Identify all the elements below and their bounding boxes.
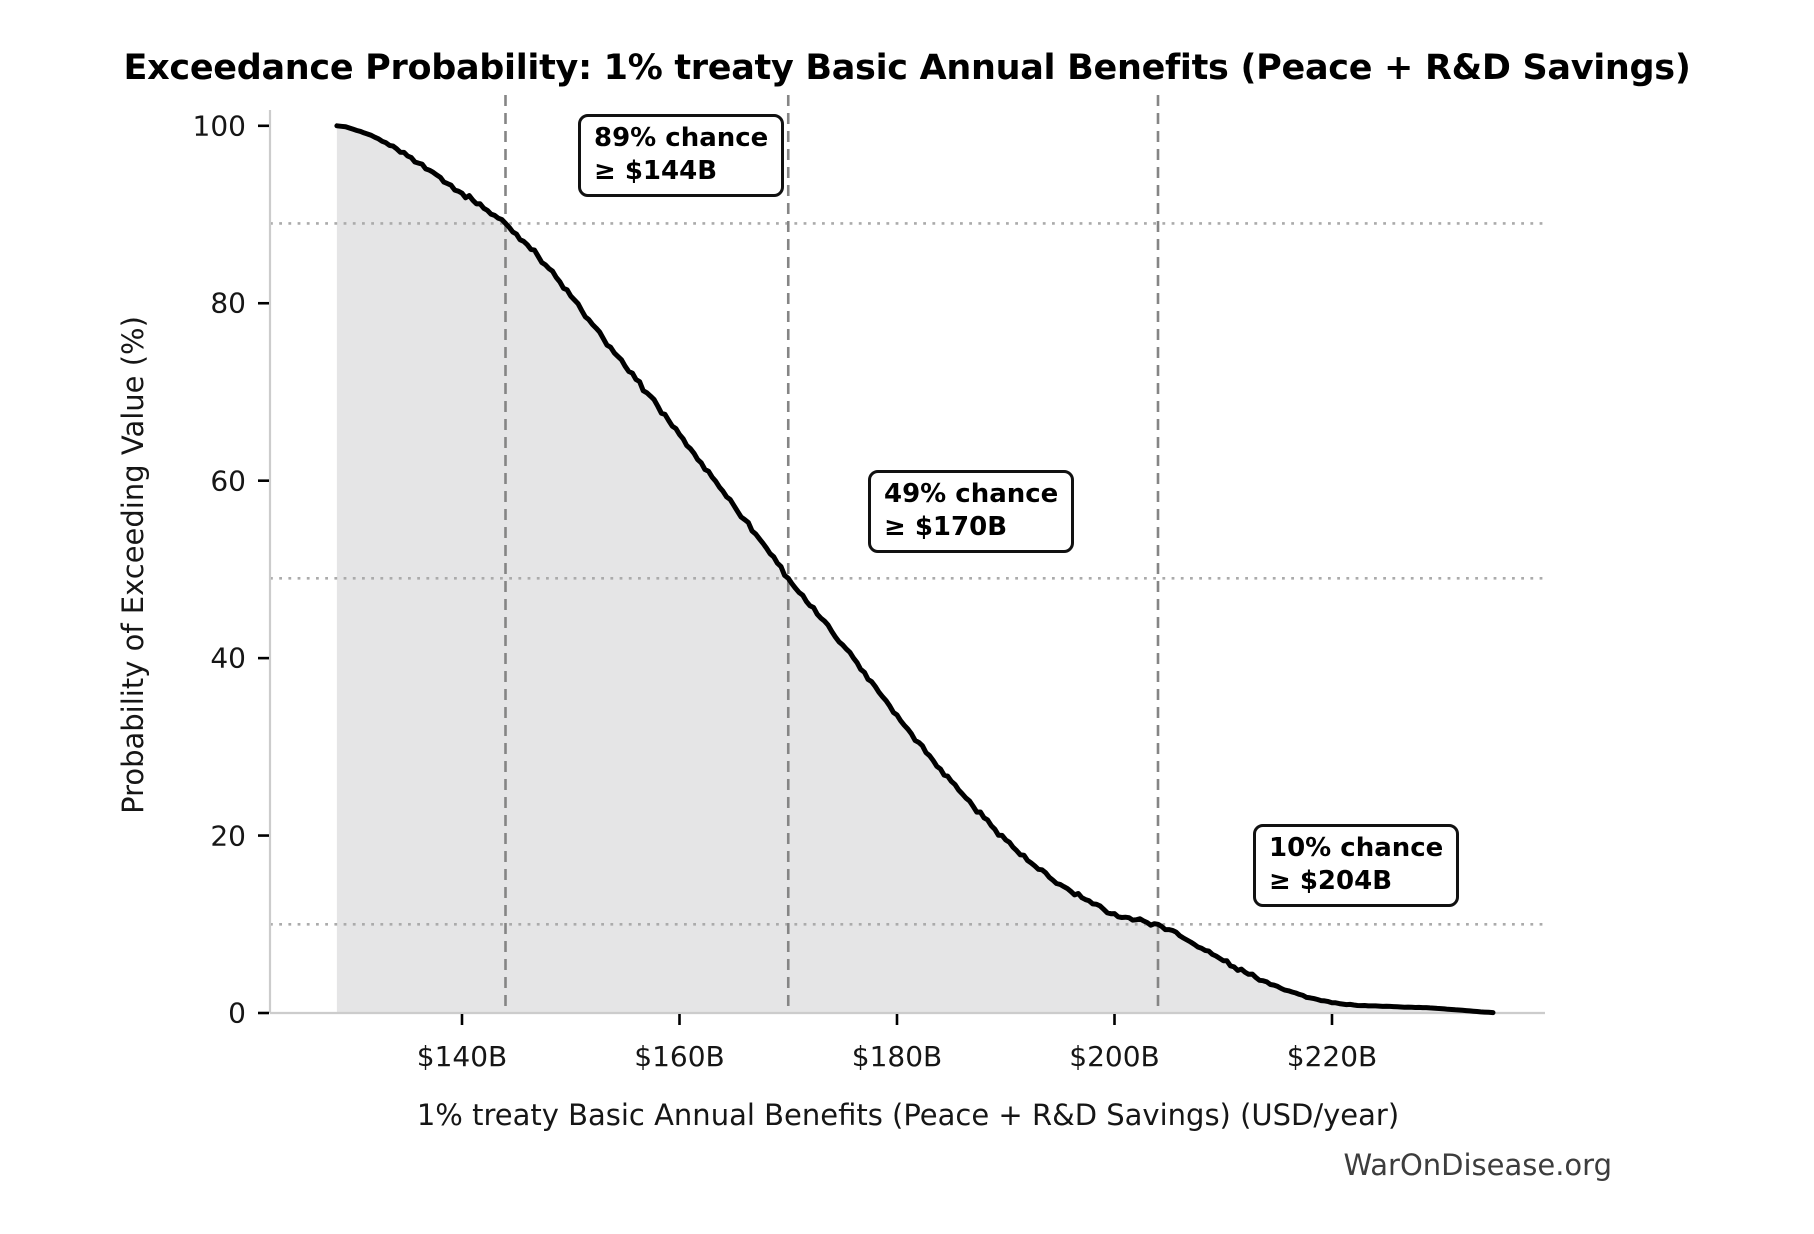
x-tick-label: $180B (851, 1040, 943, 1073)
y-tick-label: 100 (192, 109, 246, 143)
y-axis-label: Probability of Exceeding Value (%) (116, 316, 150, 814)
x-axis-label: 1% treaty Basic Annual Benefits (Peace +… (416, 1098, 1400, 1132)
exceedance-curve (334, 123, 1496, 1016)
annotation-text: 89% chance (594, 123, 769, 153)
annotation-box-89pct: 89% chance ≥ $144B (578, 114, 785, 197)
area-fill (336, 125, 1493, 1014)
y-tick-label: 80 (210, 286, 246, 320)
annotation-text: ≥ $204B (1269, 865, 1393, 896)
x-tick-label: $220B (1286, 1040, 1378, 1073)
annotation-text: 49% chance (884, 479, 1059, 509)
annotation-box-49pct: 49% chance ≥ $170B (868, 470, 1075, 553)
annotation-text: ≥ $144B (594, 155, 718, 186)
watermark: WarOnDisease.org (1343, 1148, 1612, 1182)
y-tick-label: 20 (210, 819, 246, 853)
annotation-box-10pct: 10% chance ≥ $204B (1253, 824, 1460, 907)
x-tick-label: $160B (634, 1040, 725, 1073)
y-tick-label: 60 (210, 464, 246, 498)
annotation-text: ≥ $170B (884, 511, 1008, 542)
y-tick-label: 0 (228, 996, 246, 1030)
y-tick-label: 40 (210, 641, 246, 675)
annotation-text: 10% chance (1269, 833, 1444, 863)
x-tick-label: $140B (416, 1040, 508, 1073)
x-tick-label: $200B (1069, 1040, 1160, 1073)
chart-title: Exceedance Probability: 1% treaty Basic … (123, 48, 1691, 88)
